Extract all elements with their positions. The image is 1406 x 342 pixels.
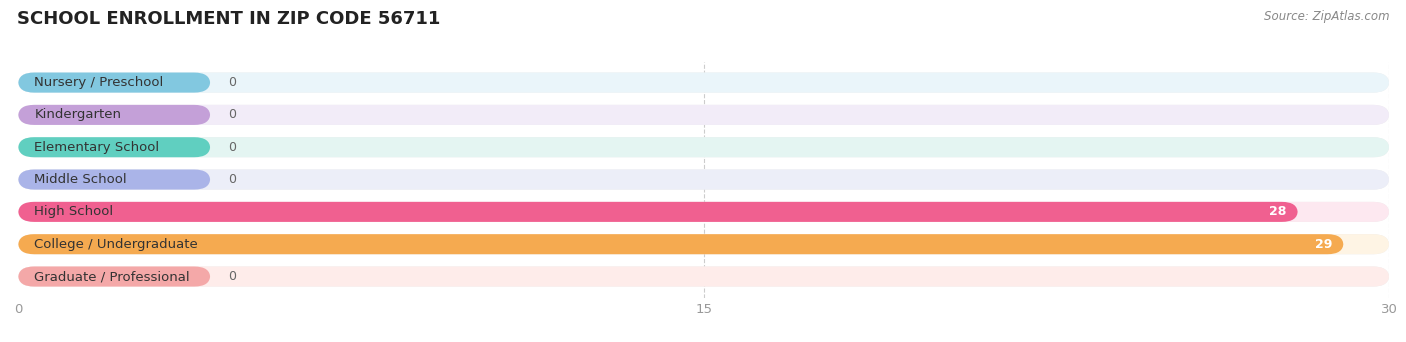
FancyBboxPatch shape — [18, 170, 1389, 189]
FancyBboxPatch shape — [18, 266, 1389, 287]
FancyBboxPatch shape — [18, 137, 211, 157]
Text: 0: 0 — [228, 76, 236, 89]
FancyBboxPatch shape — [18, 105, 1389, 125]
Text: 28: 28 — [1270, 206, 1286, 219]
Text: 0: 0 — [228, 108, 236, 121]
FancyBboxPatch shape — [18, 137, 1389, 157]
Text: Nursery / Preschool: Nursery / Preschool — [34, 76, 163, 89]
Text: High School: High School — [34, 206, 114, 219]
FancyBboxPatch shape — [18, 234, 1389, 254]
Text: Middle School: Middle School — [34, 173, 127, 186]
FancyBboxPatch shape — [18, 73, 211, 93]
FancyBboxPatch shape — [18, 234, 1343, 254]
Text: Source: ZipAtlas.com: Source: ZipAtlas.com — [1264, 10, 1389, 23]
FancyBboxPatch shape — [18, 234, 1389, 254]
Text: 0: 0 — [228, 141, 236, 154]
FancyBboxPatch shape — [18, 170, 211, 189]
FancyBboxPatch shape — [18, 202, 1389, 222]
FancyBboxPatch shape — [18, 105, 211, 125]
FancyBboxPatch shape — [18, 266, 1389, 287]
FancyBboxPatch shape — [18, 202, 1389, 222]
FancyBboxPatch shape — [18, 266, 211, 287]
FancyBboxPatch shape — [18, 73, 1389, 93]
FancyBboxPatch shape — [18, 105, 1389, 125]
Text: College / Undergraduate: College / Undergraduate — [34, 238, 198, 251]
Text: 29: 29 — [1315, 238, 1331, 251]
Text: 0: 0 — [228, 173, 236, 186]
FancyBboxPatch shape — [18, 170, 1389, 189]
Text: SCHOOL ENROLLMENT IN ZIP CODE 56711: SCHOOL ENROLLMENT IN ZIP CODE 56711 — [17, 10, 440, 28]
Text: Elementary School: Elementary School — [34, 141, 159, 154]
FancyBboxPatch shape — [18, 202, 1298, 222]
Text: Kindergarten: Kindergarten — [34, 108, 121, 121]
Text: Graduate / Professional: Graduate / Professional — [34, 270, 190, 283]
Text: 0: 0 — [228, 270, 236, 283]
FancyBboxPatch shape — [18, 73, 1389, 93]
FancyBboxPatch shape — [18, 137, 1389, 157]
